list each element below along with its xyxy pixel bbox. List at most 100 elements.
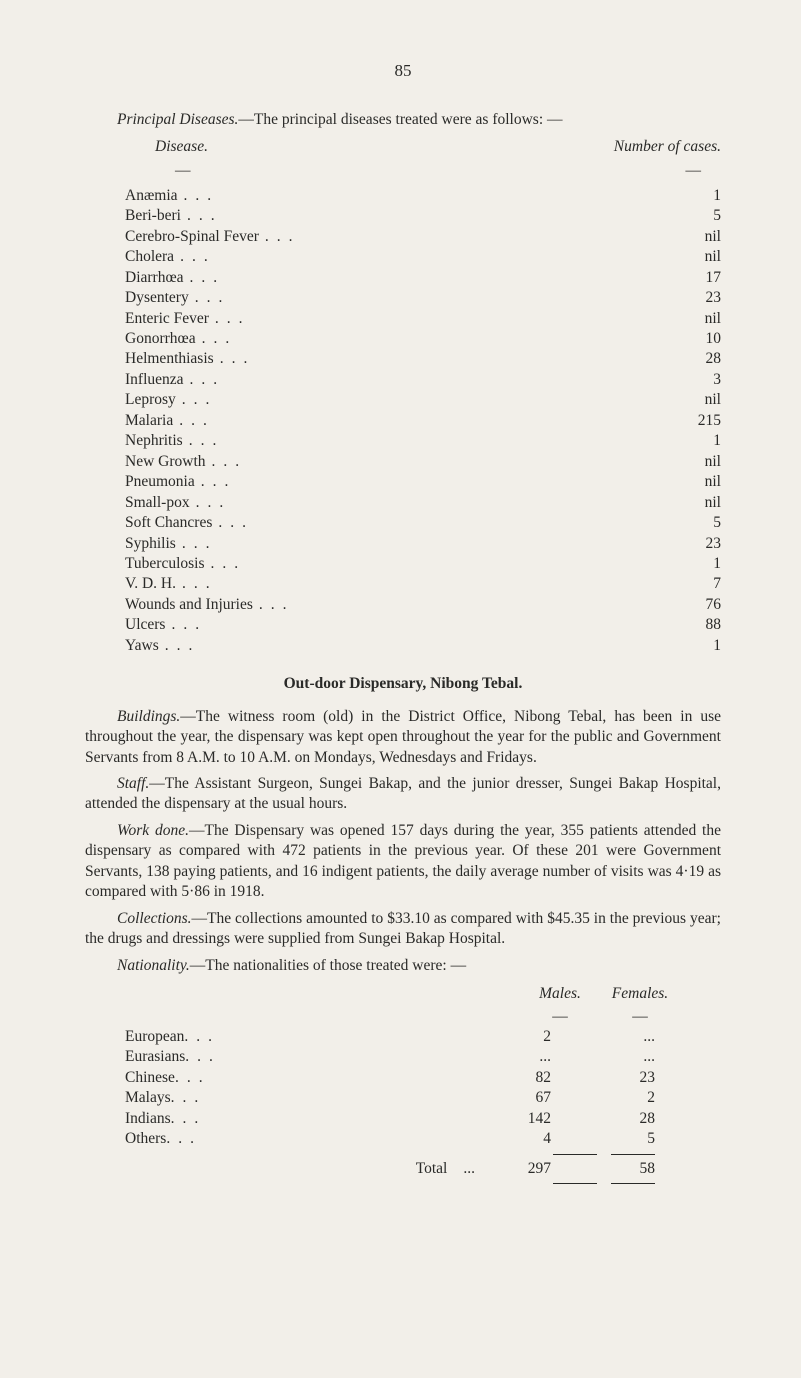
leader-dots: ... <box>159 636 679 656</box>
disease-label: Malaria <box>85 411 173 431</box>
leader-dots: ... <box>259 227 679 247</box>
nationality-subtotal-rule <box>125 1150 685 1159</box>
disease-label: Cerebro-Spinal Fever <box>85 227 259 247</box>
staff-rest: —The Assistant Surgeon, Sungei Bakap, an… <box>85 775 721 812</box>
total-males: 297 <box>481 1159 565 1179</box>
leader-dots: ... <box>184 1027 481 1047</box>
disease-row: Yaws...1 <box>85 636 721 656</box>
leader-dots: ... <box>176 390 679 410</box>
nationality-label: Chinese <box>125 1068 175 1088</box>
disease-row: Helmenthiasis...28 <box>85 349 721 369</box>
leader-dots: ... <box>183 431 679 451</box>
disease-label: Syphilis <box>85 534 176 554</box>
leader-dots: ... <box>171 1088 481 1108</box>
leader-dots: ... <box>190 493 679 513</box>
disease-value: 1 <box>679 554 721 574</box>
nationality-males: 67 <box>481 1088 565 1108</box>
nationality-rest: —The nationalities of those treated were… <box>190 957 466 974</box>
dash-icon: — <box>175 161 191 181</box>
scanned-page: 85 Principal Diseases.—The principal dis… <box>0 0 801 1378</box>
disease-value: nil <box>679 472 721 492</box>
leader-dots: ... <box>205 554 679 574</box>
disease-row: Nephritis...1 <box>85 431 721 451</box>
leader-dots: ... <box>175 1068 481 1088</box>
rule-icon <box>611 1183 655 1184</box>
disease-label: Influenza <box>85 370 184 390</box>
nationality-label: Malays <box>125 1088 171 1108</box>
page-number: 85 <box>85 60 721 82</box>
total-label: Total <box>416 1159 458 1179</box>
disease-value: 7 <box>679 574 721 594</box>
disease-value: 3 <box>679 370 721 390</box>
nationality-row: Chinese...8223 <box>125 1068 685 1088</box>
disease-value: nil <box>679 493 721 513</box>
disease-row: V. D. H....7 <box>85 574 721 594</box>
leader-dots: ... <box>209 309 679 329</box>
spacer <box>125 1150 553 1159</box>
leader-dots: ... <box>195 472 679 492</box>
disease-value: 5 <box>679 513 721 533</box>
nationality-label: European <box>125 1027 184 1047</box>
disease-label: Anæmia <box>85 186 178 206</box>
ellipsis-icon: ... <box>457 1159 481 1179</box>
leader-dots: ... <box>214 349 679 369</box>
collections-paragraph: Collections.—The collections amounted to… <box>85 909 721 950</box>
disease-label: New Growth <box>85 452 206 472</box>
disease-value: 23 <box>679 534 721 554</box>
disease-row: Syphilis...23 <box>85 534 721 554</box>
disease-row: Wounds and Injuries...76 <box>85 595 721 615</box>
leader-dots: ... <box>184 370 679 390</box>
disease-value: nil <box>679 227 721 247</box>
disease-label: Tuberculosis <box>85 554 205 574</box>
intro-line: Principal Diseases.—The principal diseas… <box>85 110 721 130</box>
disease-label: Helmenthiasis <box>85 349 214 369</box>
disease-row: Leprosy...nil <box>85 390 721 410</box>
dash-icon: — <box>686 161 702 181</box>
nationality-row: Eurasians......... <box>125 1047 685 1067</box>
nationality-header-dashes: — — <box>125 1007 685 1027</box>
disease-row: Beri-beri...5 <box>85 206 721 226</box>
nationality-females: ... <box>565 1027 685 1047</box>
nationality-row: Malays...672 <box>125 1088 685 1108</box>
nationality-label: Others <box>125 1129 166 1149</box>
nationality-females: ... <box>565 1047 685 1067</box>
disease-value: 28 <box>679 349 721 369</box>
nationality-males: 2 <box>481 1027 565 1047</box>
leader-dots: ... <box>181 206 679 226</box>
disease-value: 17 <box>679 268 721 288</box>
leader-dots: ... <box>176 534 679 554</box>
nationality-total-row: Total ... 297 58 <box>125 1159 685 1179</box>
disease-value: nil <box>679 452 721 472</box>
disease-header-right: Number of cases. <box>614 137 721 157</box>
nationality-label: Eurasians <box>125 1047 185 1067</box>
disease-row: Enteric Fever...nil <box>85 309 721 329</box>
disease-value: 1 <box>679 431 721 451</box>
staff-lead: Staff. <box>117 775 149 792</box>
leader-dots: ... <box>212 513 679 533</box>
disease-row: Influenza...3 <box>85 370 721 390</box>
disease-value: 23 <box>679 288 721 308</box>
disease-label: Beri-beri <box>85 206 181 226</box>
disease-row: Anæmia...1 <box>85 186 721 206</box>
leader-dots: ... <box>185 1047 481 1067</box>
disease-rows-container: Anæmia...1Beri-beri...5Cerebro-Spinal Fe… <box>85 186 721 656</box>
disease-value: 88 <box>679 615 721 635</box>
disease-table: Disease. Number of cases. — — Anæmia...1… <box>85 137 721 656</box>
leader-dots: ... <box>165 615 679 635</box>
disease-row: Tuberculosis...1 <box>85 554 721 574</box>
dash-icon: — <box>525 1007 595 1027</box>
disease-label: Yaws <box>85 636 159 656</box>
leader-dots: ... <box>166 1129 481 1149</box>
disease-row: Cholera...nil <box>85 247 721 267</box>
disease-label: Wounds and Injuries <box>85 595 253 615</box>
nationality-row: European...2... <box>125 1027 685 1047</box>
disease-value: 1 <box>679 636 721 656</box>
disease-row: Soft Chancres...5 <box>85 513 721 533</box>
buildings-paragraph: Buildings.—The witness room (old) in the… <box>85 707 721 768</box>
disease-label: Nephritis <box>85 431 183 451</box>
nationality-females: 5 <box>565 1129 685 1149</box>
disease-label: V. D. H. <box>85 574 176 594</box>
nationality-table: Males. Females. — — European...2...Euras… <box>125 984 685 1188</box>
disease-value: 1 <box>679 186 721 206</box>
work-lead: Work done. <box>117 822 189 839</box>
